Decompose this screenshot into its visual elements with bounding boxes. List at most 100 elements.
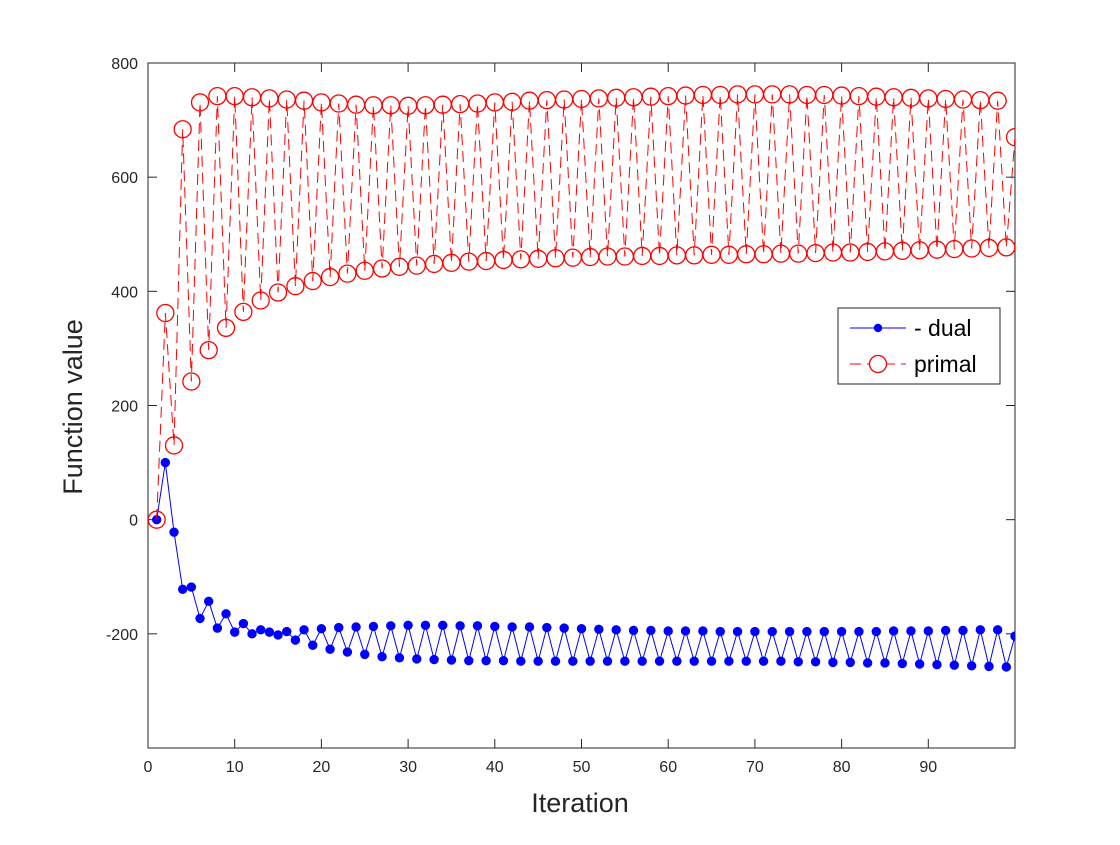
- data-point: [793, 657, 803, 667]
- x-tick-label: 30: [399, 759, 417, 776]
- data-point: [455, 621, 465, 631]
- data-point: [303, 271, 322, 291]
- data-point: [412, 654, 422, 664]
- data-point: [758, 656, 769, 666]
- data-point: [542, 622, 552, 633]
- data-point: [507, 622, 517, 632]
- y-tick-label: 0: [129, 513, 138, 530]
- data-point: [897, 658, 907, 669]
- x-tick-label: 0: [144, 759, 153, 776]
- series-primal: [148, 85, 1015, 529]
- data-point: [268, 283, 288, 302]
- data-point: [906, 626, 916, 636]
- data-point: [290, 635, 301, 645]
- data-point: [966, 661, 977, 671]
- data-point: [351, 622, 361, 632]
- data-point: [576, 623, 587, 634]
- data-point: [620, 656, 630, 666]
- data-point: [984, 661, 994, 672]
- data-point: [282, 626, 292, 637]
- data-point: [871, 626, 881, 637]
- legend-entry-label: primal: [914, 351, 977, 377]
- data-point: [923, 626, 933, 636]
- data-point: [516, 656, 526, 666]
- data-point: [698, 626, 708, 636]
- data-point: [342, 647, 353, 657]
- x-tick-label: 70: [746, 759, 764, 776]
- data-point: [394, 653, 405, 663]
- data-point: [845, 657, 855, 668]
- data-point: [637, 656, 647, 666]
- legend-marker: [868, 354, 888, 374]
- data-point: [784, 626, 795, 637]
- data-point: [810, 657, 821, 667]
- data-point: [680, 626, 691, 636]
- data-point: [238, 618, 249, 629]
- x-tick-label: 10: [226, 759, 244, 776]
- data-point: [472, 621, 483, 631]
- data-point: [988, 91, 1007, 110]
- data-point: [199, 340, 218, 360]
- plot-series: [148, 85, 1015, 672]
- data-point: [654, 656, 665, 666]
- legend-box: [837, 307, 1001, 385]
- data-point: [177, 584, 188, 595]
- data-point: [190, 93, 210, 112]
- data-point: [689, 656, 699, 666]
- plot-area-frame: [147, 62, 1016, 749]
- data-point: [932, 659, 942, 670]
- data-point: [880, 658, 890, 668]
- y-tick-label: 200: [111, 399, 138, 416]
- data-point: [1005, 128, 1015, 147]
- data-point: [862, 658, 873, 668]
- data-point: [446, 655, 457, 665]
- y-tick-label: 800: [111, 56, 138, 73]
- data-point: [195, 613, 205, 624]
- data-point: [420, 620, 431, 630]
- data-point: [854, 626, 864, 637]
- data-point: [308, 640, 318, 650]
- data-point: [403, 620, 413, 630]
- data-point: [481, 655, 491, 666]
- axes: 0 10 20 30 40 50 60 70 80 90 -200 0 200 400 600 800: [106, 56, 1016, 776]
- x-tick-label: 60: [659, 759, 677, 776]
- data-point: [360, 649, 370, 660]
- data-point: [230, 627, 240, 637]
- data-point: [498, 655, 509, 666]
- data-point: [663, 626, 673, 636]
- data-point: [715, 626, 725, 637]
- data-point: [438, 620, 448, 630]
- data-point: [234, 302, 253, 322]
- data-point: [533, 656, 543, 666]
- series-line: [156, 462, 1015, 668]
- x-tick-label: 40: [486, 759, 504, 776]
- data-point: [568, 656, 578, 666]
- data-point: [706, 656, 717, 666]
- data-point: [203, 596, 214, 606]
- series-dual: [151, 457, 1015, 672]
- data-point: [264, 627, 275, 637]
- data-point: [148, 510, 166, 529]
- data-point: [836, 626, 847, 637]
- data-point: [429, 654, 439, 665]
- data-point: [464, 655, 474, 666]
- y-axis-label: Function value: [58, 319, 88, 495]
- data-point: [325, 644, 335, 654]
- data-point: [247, 629, 257, 639]
- data-point: [334, 622, 344, 633]
- data-point: [888, 626, 899, 636]
- data-point: [251, 291, 270, 310]
- data-point: [776, 656, 786, 666]
- x-tick-label: 50: [573, 759, 591, 776]
- data-point: [1001, 662, 1012, 672]
- data-point: [819, 626, 829, 637]
- data-point: [164, 436, 184, 455]
- data-point: [949, 660, 960, 670]
- data-point: [186, 582, 197, 592]
- data-point: [173, 120, 192, 139]
- data-point: [320, 267, 340, 287]
- data-point: [156, 303, 175, 323]
- data-point: [273, 630, 283, 640]
